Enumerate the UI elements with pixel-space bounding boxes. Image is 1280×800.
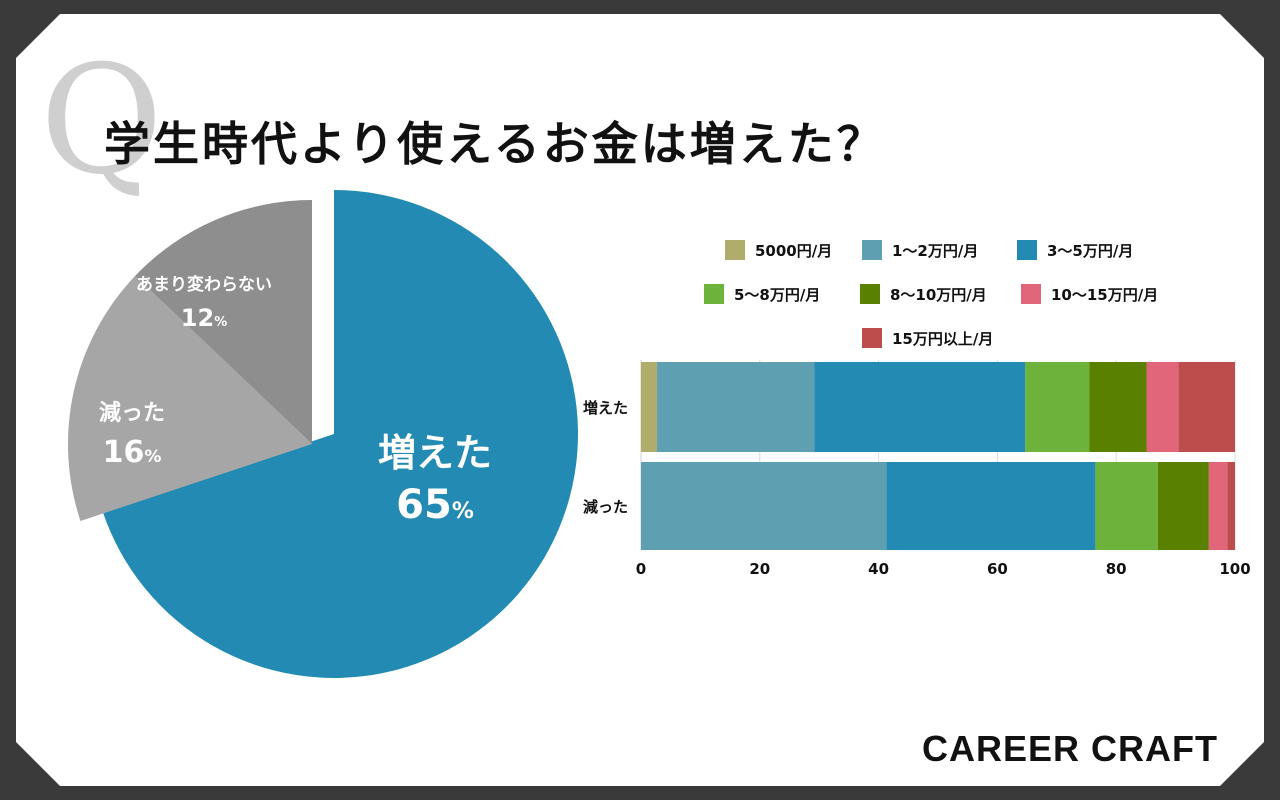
q-mark-decoration: Q [40, 34, 163, 208]
page-title: 学生時代より使えるお金は増えた？ [104, 117, 886, 171]
brand-logo: CAREER CRAFT [922, 728, 1218, 769]
